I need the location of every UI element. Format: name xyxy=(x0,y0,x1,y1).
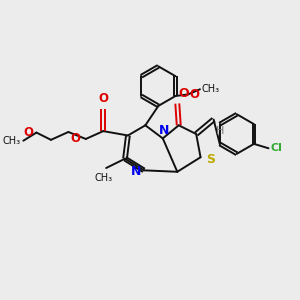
Text: S: S xyxy=(206,153,215,166)
Text: N: N xyxy=(159,124,169,137)
Text: CH₃: CH₃ xyxy=(202,84,220,94)
Text: O: O xyxy=(189,88,199,101)
Text: H: H xyxy=(216,126,224,136)
Text: CH₃: CH₃ xyxy=(95,173,113,183)
Text: O: O xyxy=(23,126,33,139)
Text: CH₃: CH₃ xyxy=(2,136,20,146)
Text: N: N xyxy=(130,165,141,178)
Text: Cl: Cl xyxy=(271,143,282,153)
Text: O: O xyxy=(71,133,81,146)
Text: O: O xyxy=(98,92,108,105)
Text: O: O xyxy=(179,87,189,100)
